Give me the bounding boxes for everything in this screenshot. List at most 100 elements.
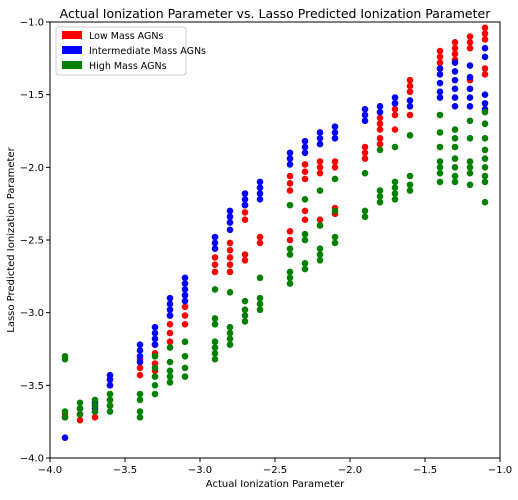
data-point [466,134,474,142]
data-point [481,155,489,162]
data-point [181,303,189,311]
data-point [316,187,324,194]
data-point [286,245,294,253]
data-point [316,140,324,148]
data-point [226,207,234,215]
data-point [331,134,339,142]
data-point [331,207,339,215]
data-point [226,329,234,337]
data-point [301,196,309,203]
data-point [391,184,399,191]
data-point [211,254,219,261]
y-tick-label: −3.0 [20,308,44,319]
data-point [436,158,444,165]
data-point [481,134,489,142]
data-point [151,329,159,337]
data-point [331,175,339,183]
data-point [91,408,99,415]
data-point [211,320,219,328]
data-point [376,187,384,194]
data-point [451,126,459,133]
data-point [406,111,414,119]
data-point [361,207,369,215]
data-point [61,434,69,441]
data-point [451,134,459,142]
data-point [481,146,489,154]
data-point [226,261,234,269]
data-point [136,352,144,360]
data-point [436,88,444,96]
data-point [76,405,84,412]
data-point [256,274,264,282]
x-tick-label: −2.5 [263,465,287,476]
data-point [406,187,414,194]
data-point [211,245,219,253]
y-tick-label: −3.5 [20,381,44,392]
legend-label: Intermediate Mass AGNs [89,46,206,57]
data-point [226,341,234,348]
data-point [61,355,69,363]
data-point [256,239,264,247]
data-point [286,180,294,187]
data-point [316,245,324,253]
data-point [451,44,459,52]
y-axis-label: Lasso Predicted Ionization Parameter [6,146,17,332]
data-point [301,259,309,267]
data-point [181,312,189,319]
data-point [451,50,459,58]
data-point [166,329,174,337]
data-point [286,251,294,258]
data-point [256,306,264,314]
chart-title: Actual Ionization Parameter vs. Lasso Pr… [60,6,492,21]
data-point [376,108,384,116]
data-points [61,24,489,441]
data-point [436,65,444,72]
data-point [376,193,384,200]
data-point [106,382,114,389]
data-point [451,68,459,75]
data-point [301,149,309,157]
data-point [106,396,114,404]
data-point [406,82,414,90]
data-point [466,169,474,177]
data-point [451,172,459,180]
data-point [136,396,144,404]
data-point [136,358,144,366]
data-point [301,207,309,215]
data-point [331,239,339,247]
data-point [361,169,369,177]
legend: Low Mass AGNs Intermediate Mass AGNs High … [55,26,206,76]
data-point [241,209,249,216]
legend-box [55,26,187,76]
data-point [226,219,234,226]
data-point [166,312,174,319]
data-point [151,335,159,343]
data-point [466,117,474,125]
data-point [181,364,189,372]
data-point [391,196,399,203]
data-point [106,390,114,398]
data-point [226,335,234,343]
x-tick-label: −2.0 [338,465,362,476]
data-point [166,358,174,366]
data-point [151,390,159,398]
data-point [286,201,294,209]
data-point [361,213,369,221]
data-point [256,190,264,197]
legend-swatch [62,46,82,54]
data-point [451,178,459,186]
data-point [406,76,414,84]
data-point [136,341,144,348]
data-point [361,111,369,119]
data-point [481,30,489,37]
data-point [151,352,159,360]
data-point [106,408,114,415]
data-point [316,134,324,142]
data-point [331,123,339,130]
y-tick-label: −1.5 [20,90,44,101]
data-point [106,402,114,409]
data-point [136,347,144,354]
data-point [211,261,219,269]
data-point [391,126,399,133]
